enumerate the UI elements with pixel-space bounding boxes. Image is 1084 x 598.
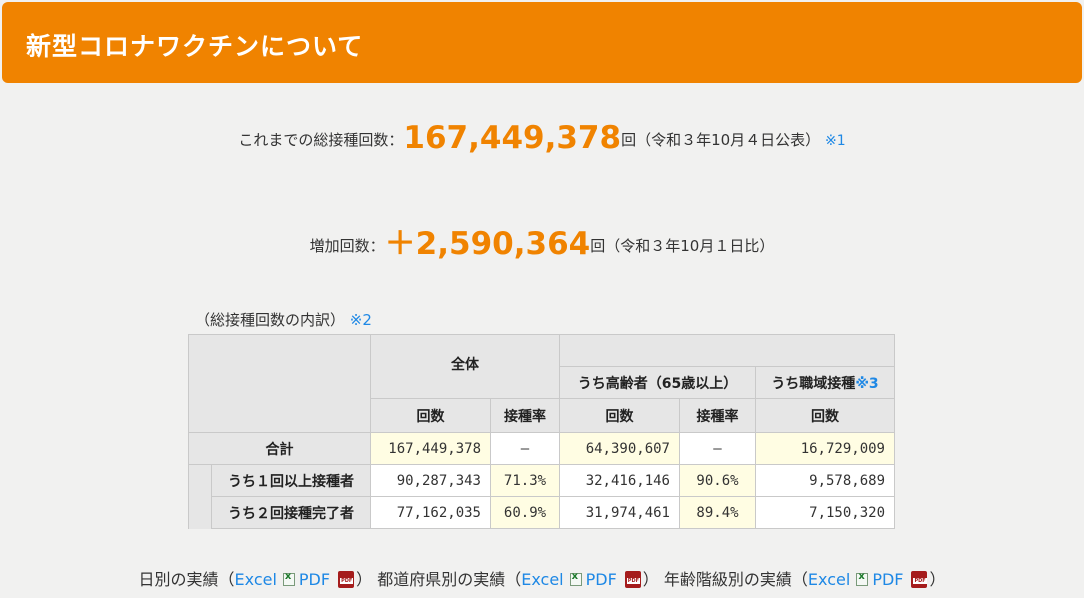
increase-value: ＋2,590,364 bbox=[384, 226, 591, 262]
row-label-second-dose: うち２回接種完了者 bbox=[211, 496, 371, 529]
age-group-pdf-link[interactable]: PDF bbox=[872, 570, 904, 589]
paren-close: ） bbox=[356, 570, 373, 589]
cell-all-count: 167,449,378 bbox=[370, 432, 491, 465]
increase-note: （令和３年10月１日比） bbox=[605, 237, 775, 255]
cell-all-rate: 60.9% bbox=[490, 496, 560, 529]
cell-all-count: 90,287,343 bbox=[370, 464, 491, 497]
prefecture-pdf-link[interactable]: PDF bbox=[585, 570, 617, 589]
total-unit: 回 bbox=[621, 131, 637, 149]
download-links: 日別の実績（ExcelPDF） 都道府県別の実績（ExcelPDF） 年齢階級別… bbox=[0, 566, 1084, 590]
row-label-first-dose: うち１回以上接種者 bbox=[211, 464, 371, 497]
age-group-results-label: 年齢階級別の実績 bbox=[663, 570, 792, 589]
row-label-total: 合計 bbox=[188, 432, 371, 465]
note-3-link[interactable]: ※3 bbox=[855, 375, 879, 392]
cell-all-count: 77,162,035 bbox=[370, 496, 491, 529]
paren-open: （ bbox=[218, 570, 235, 589]
cell-elderly-count: 31,974,461 bbox=[559, 496, 680, 529]
cell-elderly-rate: ― bbox=[679, 432, 756, 465]
corner-header bbox=[188, 334, 371, 433]
age-group-excel-link[interactable]: Excel bbox=[807, 570, 851, 589]
pdf-file-icon bbox=[624, 571, 641, 588]
increase-line: 増加回数：＋2,590,364回（令和３年10月１日比） bbox=[0, 218, 1084, 263]
daily-results-label: 日別の実績 bbox=[138, 570, 219, 589]
table-row-total: 合計 167,449,378 ― 64,390,607 ― 16,729,009 bbox=[188, 432, 895, 465]
header-elderly: うち高齢者（65歳以上） bbox=[559, 366, 756, 399]
header-elderly-count: 回数 bbox=[559, 398, 680, 433]
excel-file-icon bbox=[569, 571, 582, 586]
increase-label: 増加回数： bbox=[309, 237, 385, 255]
paren-open: （ bbox=[791, 570, 808, 589]
page-title: 新型コロナワクチンについて bbox=[26, 32, 364, 61]
note-2-link[interactable]: ※2 bbox=[349, 311, 372, 329]
excel-file-icon bbox=[856, 571, 869, 586]
table-row-first-dose: うち１回以上接種者 90,287,343 71.3% 32,416,146 90… bbox=[188, 464, 895, 529]
paren-close: ） bbox=[642, 570, 659, 589]
pdf-file-icon bbox=[338, 571, 355, 588]
total-value: 167,449,378 bbox=[403, 120, 622, 156]
cell-all-rate: 71.3% bbox=[490, 464, 560, 497]
pdf-file-icon bbox=[911, 571, 928, 588]
header-workplace-count: 回数 bbox=[755, 398, 895, 433]
header-workplace-text: うち職域接種 bbox=[771, 375, 856, 392]
page-header-bar: 新型コロナワクチンについて bbox=[2, 2, 1082, 83]
daily-excel-link[interactable]: Excel bbox=[234, 570, 277, 589]
excel-file-icon bbox=[282, 571, 295, 586]
cell-elderly-count: 32,416,146 bbox=[559, 464, 680, 497]
header-all-rate: 接種率 bbox=[490, 398, 560, 433]
cell-elderly-rate: 89.4% bbox=[679, 496, 756, 529]
row-indent bbox=[188, 464, 212, 529]
prefecture-results-label: 都道府県別の実績 bbox=[377, 570, 506, 589]
cell-all-rate: ― bbox=[490, 432, 560, 465]
increase-unit: 回 bbox=[590, 237, 606, 255]
header-all: 全体 bbox=[370, 334, 560, 399]
prefecture-excel-link[interactable]: Excel bbox=[521, 570, 564, 589]
cell-elderly-count: 64,390,607 bbox=[559, 432, 680, 465]
cell-elderly-rate: 90.6% bbox=[679, 464, 756, 497]
cell-workplace-count: 16,729,009 bbox=[755, 432, 895, 465]
cell-workplace-count: 9,578,689 bbox=[755, 464, 895, 497]
table-row-second-dose: うち２回接種完了者 77,162,035 60.9% 31,974,461 89… bbox=[189, 496, 895, 529]
breakdown-table: 全体 うち高齢者（65歳以上） うち職域接種※3 回数 接種率 回数 接種率 回… bbox=[188, 334, 895, 529]
total-note: （令和３年10月４日公表） bbox=[636, 131, 821, 149]
breakdown-caption-text: （総接種回数の内訳） bbox=[195, 311, 346, 329]
cell-workplace-count: 7,150,320 bbox=[755, 496, 895, 529]
daily-pdf-link[interactable]: PDF bbox=[298, 570, 331, 589]
paren-close: ） bbox=[929, 570, 946, 589]
paren-open: （ bbox=[505, 570, 522, 589]
header-all-count: 回数 bbox=[370, 398, 491, 433]
breakdown-caption: （総接種回数の内訳） ※2 bbox=[195, 309, 372, 330]
header-workplace: うち職域接種※3 bbox=[755, 366, 895, 399]
note-1-link[interactable]: ※1 bbox=[824, 133, 846, 149]
total-vaccinations-line: これまでの総接種回数：167,449,378回（令和３年10月４日公表） ※1 bbox=[0, 120, 1084, 156]
header-top-blank bbox=[559, 334, 895, 367]
total-label: これまでの総接種回数： bbox=[238, 131, 404, 149]
header-elderly-rate: 接種率 bbox=[679, 398, 756, 433]
